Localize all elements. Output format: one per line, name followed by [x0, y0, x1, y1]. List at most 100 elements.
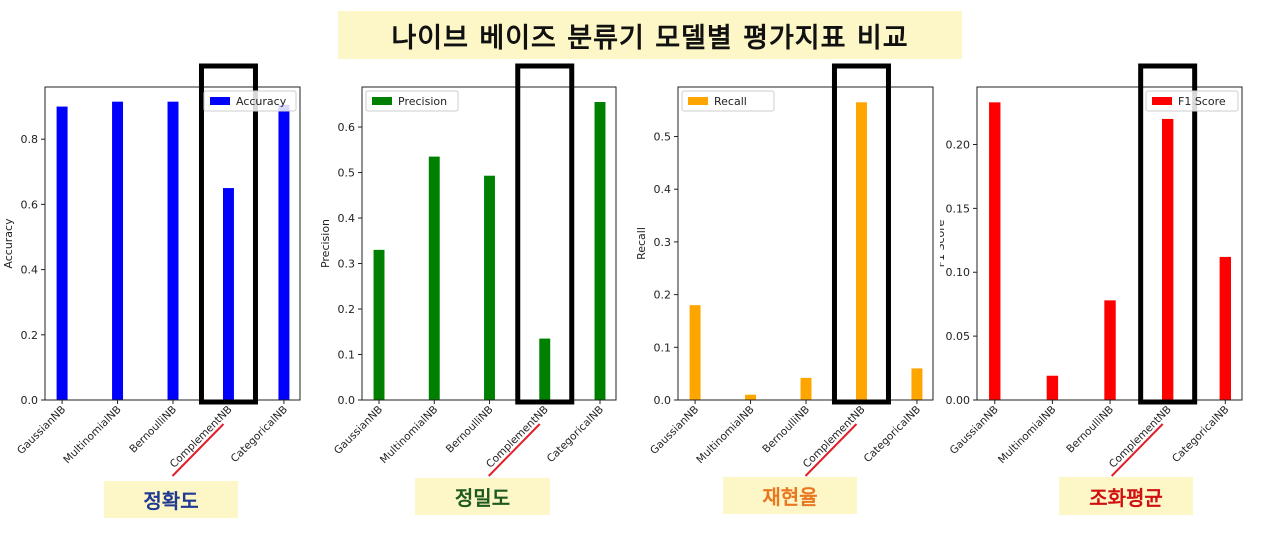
y-tick-label: 0.15: [946, 202, 971, 215]
legend-swatch: [210, 97, 230, 105]
y-tick-label: 0.0: [654, 394, 672, 407]
bar-categoricalnb: [1219, 256, 1232, 400]
y-tick-label: 0.20: [946, 138, 971, 151]
bar-bernoullinb: [800, 377, 812, 400]
y-axis-label: Recall: [635, 227, 648, 260]
y-axis-label: F1 Score: [940, 219, 947, 267]
plot-frame: [361, 86, 617, 401]
highlight-underline: [488, 423, 541, 477]
bar-gaussiannb: [373, 249, 385, 400]
legend-label: Accuracy: [236, 95, 287, 108]
x-tick-label-bernoullinb: BernoulliNB: [1064, 404, 1116, 456]
caption-accuracy: 정확도: [104, 481, 238, 518]
bar-bernoullinb: [484, 175, 495, 400]
y-tick-label: 0.0: [21, 394, 39, 407]
y-tick-label: 0.3: [654, 236, 672, 249]
bar-gaussiannb: [989, 102, 1001, 400]
y-tick-label: 0.1: [338, 349, 356, 362]
highlight-underline: [1110, 423, 1164, 477]
bar-categoricalnb: [278, 104, 290, 400]
legend-swatch: [1152, 97, 1172, 105]
y-tick-label: 0.0: [338, 394, 356, 407]
y-tick-label: 0.00: [946, 394, 971, 407]
highlight-box: [831, 63, 891, 405]
bar-complementnb: [855, 102, 867, 401]
bar-complementnb: [1161, 118, 1174, 400]
y-tick-label: 0.5: [654, 131, 672, 144]
x-tick-label-bernoullinb: BernoulliNB: [760, 404, 812, 456]
x-tick-label-categoricalnb: CategoricalNB: [545, 404, 606, 465]
legend-box: [681, 90, 775, 112]
highlight-box: [1138, 63, 1198, 405]
legend-label: Recall: [714, 95, 747, 108]
bar-complementnb: [539, 338, 551, 400]
x-tick-label-multinomialnb: MultinomialNB: [61, 404, 123, 466]
y-tick-label: 0.2: [338, 303, 356, 316]
y-tick-label: 0.5: [338, 167, 356, 180]
highlight-box: [515, 63, 575, 405]
y-tick-label: 0.6: [338, 121, 356, 134]
f1-chart: 0.00 0.05 0.10 0.15 0.20 F1 Score GaussianNBMu…: [940, 63, 1243, 477]
bar-multinomialnb: [1046, 375, 1059, 400]
y-tick-label: 0.1: [654, 341, 672, 354]
bar-multinomialnb: [428, 156, 440, 400]
bar-categoricalnb: [911, 368, 923, 400]
y-tick-label: 0.4: [338, 212, 356, 225]
legend-swatch: [372, 97, 392, 105]
y-tick-label: 0.05: [946, 330, 971, 343]
y-axis-label: Precision: [319, 219, 332, 268]
page-title: 나이브 베이즈 분류기 모델별 평가지표 비교: [391, 22, 909, 54]
bar-complementnb: [222, 188, 234, 400]
y-tick-label: 0.4: [21, 264, 39, 277]
bar-gaussiannb: [56, 106, 68, 400]
legend-swatch: [688, 97, 708, 105]
recall-chart: 0.0 0.1 0.2 0.3 0.4 0.5 Recall GaussianNBMultin…: [635, 63, 934, 477]
bar-categoricalnb: [594, 102, 606, 401]
x-tick-label-gaussiannb: GaussianNB: [15, 404, 68, 457]
x-tick-label-categoricalnb: CategoricalNB: [229, 404, 290, 465]
title-banner: 나이브 베이즈 분류기 모델별 평가지표 비교: [338, 11, 962, 59]
y-axis-label: Accuracy: [2, 218, 15, 269]
x-tick-label-complementnb: ComplementNB: [168, 404, 235, 471]
y-tick-label: 0.10: [946, 266, 971, 279]
x-tick-label-multinomialnb: MultinomialNB: [694, 404, 756, 466]
y-tick-label: 0.4: [654, 183, 672, 196]
x-tick-label-complementnb: ComplementNB: [801, 404, 868, 471]
plot-frame: [976, 86, 1243, 401]
legend-label: Precision: [398, 95, 447, 108]
legend-box: [1145, 90, 1239, 112]
y-tick-label: 0.3: [338, 258, 356, 271]
caption-recall: 재현율: [723, 477, 857, 514]
x-tick-label-gaussiannb: GaussianNB: [948, 404, 1001, 457]
bar-multinomialnb: [745, 394, 757, 400]
y-tick-label: 0.2: [21, 329, 39, 342]
y-tick-label: 0.8: [21, 133, 39, 146]
bar-gaussiannb: [689, 305, 701, 400]
x-tick-label-categoricalnb: CategoricalNB: [862, 404, 923, 465]
legend-box: [365, 90, 459, 112]
x-tick-label-multinomialnb: MultinomialNB: [996, 404, 1058, 466]
y-tick-label: 0.6: [21, 198, 39, 211]
x-tick-label-bernoullinb: BernoulliNB: [127, 404, 179, 456]
y-tick-label: 0.2: [654, 289, 672, 302]
highlight-underline: [171, 423, 225, 477]
bar-multinomialnb: [112, 101, 124, 400]
plot-frame: [677, 86, 934, 401]
highlight-underline: [804, 423, 858, 477]
precision-chart: 0.0 0.1 0.2 0.3 0.4 0.5 0.6 Precision GaussianNB…: [319, 63, 617, 477]
caption-f1: 조화평균: [1059, 477, 1193, 515]
plot-frame: [44, 86, 301, 401]
x-tick-label-gaussiannb: GaussianNB: [648, 404, 701, 457]
x-tick-label-complementnb: ComplementNB: [1107, 404, 1174, 471]
legend-label: F1 Score: [1178, 95, 1226, 108]
bar-bernoullinb: [1104, 300, 1116, 400]
legend-box: [203, 90, 297, 112]
x-tick-label-categoricalnb: CategoricalNB: [1170, 404, 1231, 465]
bar-bernoullinb: [167, 101, 179, 400]
x-tick-label-gaussiannb: GaussianNB: [332, 404, 385, 457]
x-tick-label-bernoullinb: BernoulliNB: [444, 404, 496, 456]
accuracy-chart: 0.0 0.2 0.4 0.6 0.8 Accuracy GaussianNBMultino…: [2, 63, 301, 477]
highlight-box: [198, 63, 258, 405]
x-tick-label-multinomialnb: MultinomialNB: [378, 404, 440, 466]
caption-precision: 정밀도: [415, 478, 550, 515]
